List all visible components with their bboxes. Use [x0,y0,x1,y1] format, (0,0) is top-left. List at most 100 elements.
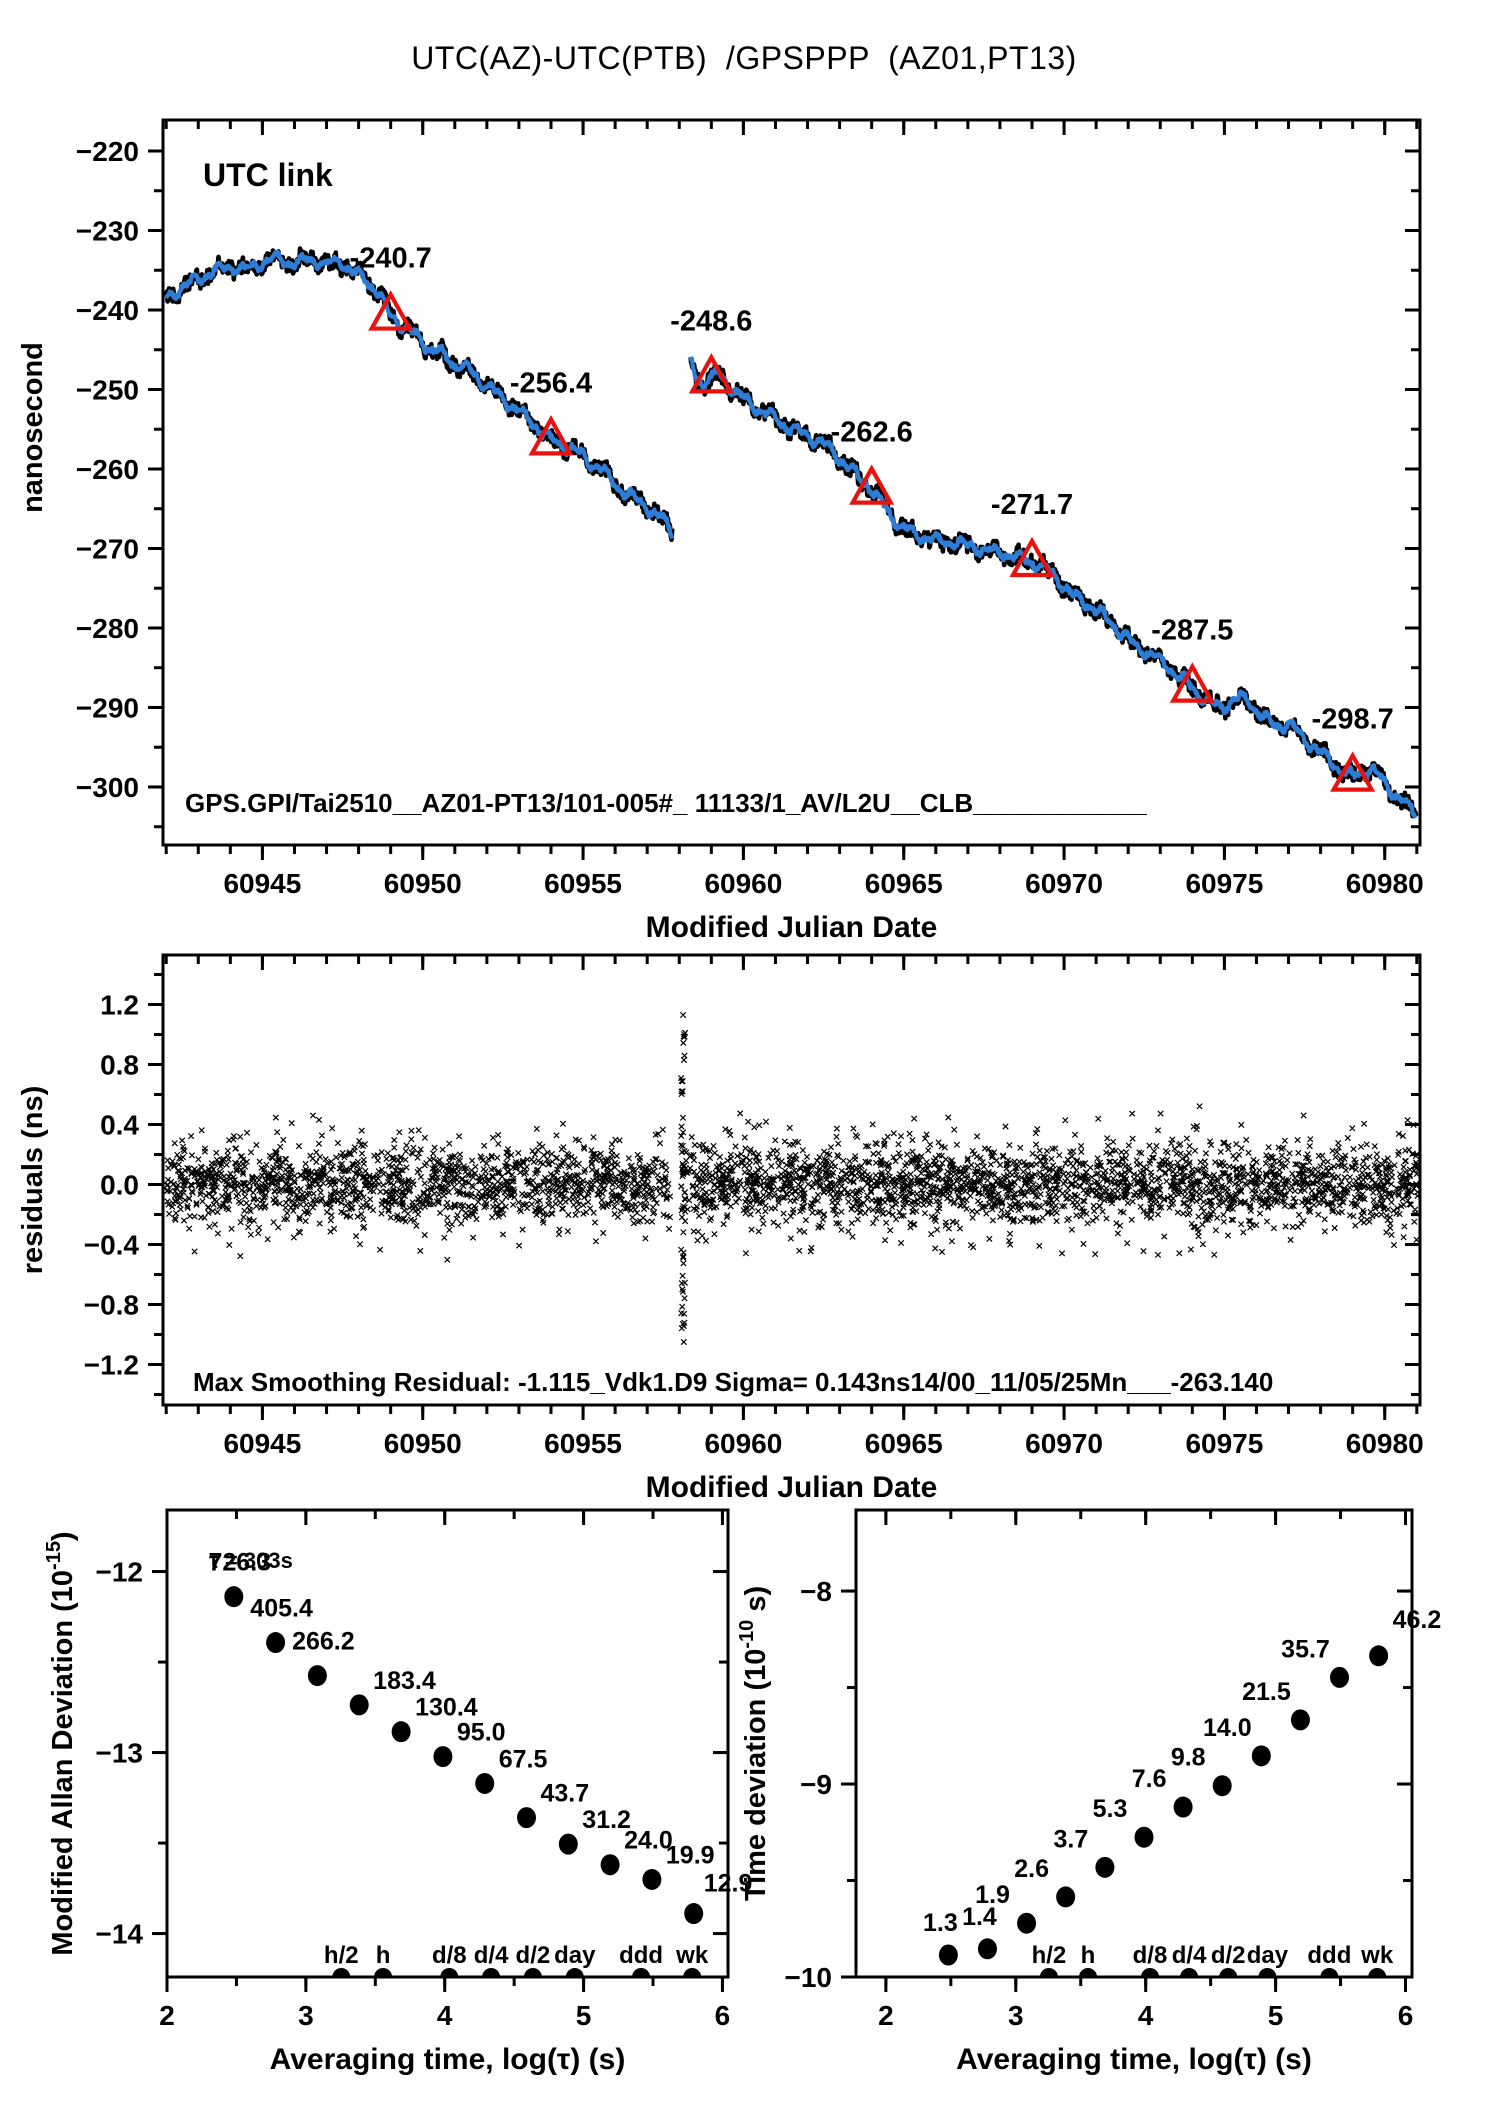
y-tick-label: −13 [96,1738,144,1769]
daily-marker-label: -287.5 [1151,615,1233,647]
residuals-annotation: Max Smoothing Residual: -1.115_Vdk1.D9 S… [193,1367,1273,1397]
tau-marker-label: h/2 [1032,1942,1067,1969]
tau-axis-marker [523,1968,542,1977]
y-tick-label: −14 [96,1919,144,1950]
x-tick-label: 60965 [865,868,943,899]
x-tick-label: 3 [298,2000,314,2031]
x-tick-label: 60975 [1185,1428,1263,1459]
chart-title: UTC(AZ)-UTC(PTB) /GPSPPP (AZ01,PT13) [411,40,1077,76]
x-tick-label: 60960 [704,1428,782,1459]
daily-marker-triangle [688,353,734,394]
tau-marker-label: d/2 [516,1942,551,1969]
panel-frame [165,1508,730,1979]
x-tick-label: 60950 [384,868,462,899]
daily-marker-triangle [1169,662,1215,703]
x-tick-label: 60955 [544,1428,622,1459]
x-tick-label: 60945 [223,1428,301,1459]
y-tick-label: −230 [76,215,139,246]
y-tick-label: 1.2 [100,990,139,1021]
tau-marker-label: wk [675,1942,709,1969]
mdev-panel-point-label: 183.4 [373,1667,436,1695]
daily-marker-triangle [528,415,574,456]
tau-axis-marker [440,1968,459,1977]
y-tick-label: −1.2 [84,1350,139,1381]
trace-noise-segment-1 [163,246,675,542]
mdev-panel-point [307,1665,327,1687]
tau-marker-label: ddd [619,1942,663,1969]
tau-marker-label: d/8 [1133,1942,1168,1969]
daily-marker-triangle [368,290,414,331]
tdev-panel-x-axis-title: Averaging time, log(τ) (s) [956,2043,1312,2076]
tdev-panel-y-axis-title: Time deviation (10-10 s) [736,1586,772,1901]
tau-axis-marker [1039,1968,1058,1977]
x-tick-label: 60970 [1025,868,1103,899]
x-tick-label: 60980 [1346,1428,1424,1459]
mdev-panel-point-label: 726.3 [209,1549,272,1577]
tau-marker-label: wk [1360,1942,1394,1969]
tau-axis-marker [1258,1968,1277,1977]
mdev-panel-point-label: 12.9 [704,1870,753,1898]
y-tick-label: −270 [76,533,139,564]
tau-axis-marker [1079,1968,1098,1977]
tdev-panel-point [1134,1826,1154,1848]
tdev-panel-point-label: 7.6 [1132,1765,1167,1793]
tdev-panel-point-label: 1.4 [962,1903,997,1931]
daily-marker-label: -248.6 [670,305,752,337]
tdev-panel-point-label: 2.6 [1014,1855,1049,1883]
mdev-panel-point [558,1833,578,1855]
tdev-panel-point-label: 1.9 [975,1881,1010,1909]
y-tick-label: −280 [76,613,139,644]
y-tick-label: −240 [76,295,139,326]
mdev-panel-point [517,1807,537,1829]
x-tick-label: 6 [1398,2000,1414,2031]
x-tick-label: 4 [437,2000,453,2031]
tau-marker-label: day [554,1942,596,1969]
daily-marker-label: -271.7 [991,489,1073,521]
tdev-panel: 2 3 4 5 6 −10 −9 −8 Averaging time, log(τ) (s) Ti… [736,1508,1442,2076]
x-tick-label: 60955 [544,868,622,899]
tau-axis-marker [1219,1968,1238,1977]
x-tick-label: 5 [576,2000,592,2031]
y-tick-label: −220 [76,136,139,167]
tau-axis-marker [683,1968,702,1977]
daily-marker-label: -240.7 [350,243,432,275]
tau-axis-marker [1320,1968,1339,1977]
tdev-panel-point-label: 35.7 [1281,1635,1330,1663]
y-tick-label: −9 [800,1769,832,1800]
residuals-x-axis-title: Modified Julian Date [646,1471,938,1504]
top-y-axis-title: nanosecond [17,342,49,513]
tau-marker-label: d/4 [474,1942,509,1969]
mdev-panel: 2 3 4 5 6 −14 −13 −12 Averaging time, log(τ) (s)… [43,1508,753,2076]
y-tick-label: 0.4 [100,1110,139,1141]
tau-axis-marker [482,1968,501,1977]
panel-frame [854,1508,1414,1979]
tdev-panel-point-label: 1.3 [923,1909,958,1937]
tdev-panel-point [1095,1856,1115,1878]
tdev-panel-point-label: 46.2 [1393,1606,1442,1634]
tdev-panel-point-label: 21.5 [1242,1678,1291,1706]
mdev-panel-y-axis-title: Modified Allan Deviation (10-15) [43,1531,79,1955]
trace-segment-1 [164,249,675,540]
tau-axis-marker [374,1968,393,1977]
mdev-panel-point [475,1772,495,1794]
residuals-y-axis-title: residuals (ns) [17,1086,49,1275]
tau-axis-marker [332,1968,351,1977]
tdev-panel-point-label: 9.8 [1171,1744,1206,1772]
y-tick-label: −10 [785,1962,833,1993]
x-tick-label: 60975 [1185,868,1263,899]
x-tick-label: 4 [1138,2000,1154,2031]
daily-marker-label: -262.6 [831,417,913,449]
x-tick-label: 5 [1268,2000,1284,2031]
tau-axis-marker [1140,1968,1159,1977]
panel-frame [161,953,1422,1407]
tau-marker-label: d/2 [1211,1942,1246,1969]
mdev-panel-point [600,1854,620,1876]
tdev-panel-point [1251,1745,1271,1767]
daily-marker-triangle [1330,751,1376,792]
trace-segment-2 [688,356,1418,819]
y-tick-label: −260 [76,454,139,485]
y-tick-label: 0.0 [100,1170,139,1201]
tau-marker-label: day [1247,1942,1289,1969]
residuals-panel: 60945 60950 60955 60960 60965 60970 60975 60980… [17,953,1424,1504]
x-tick-label: 60945 [223,868,301,899]
